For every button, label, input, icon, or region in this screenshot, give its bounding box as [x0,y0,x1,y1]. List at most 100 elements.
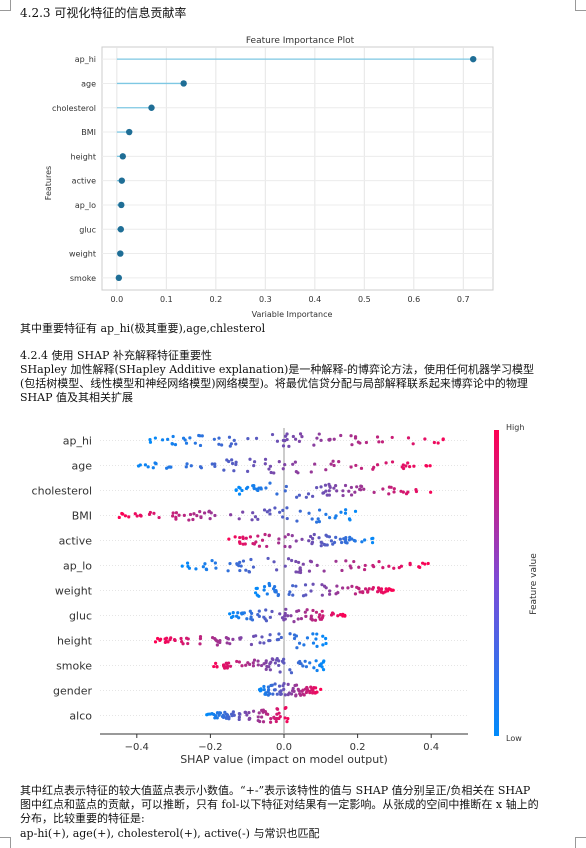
shap-point [296,687,300,691]
shap-x-tick-label: 0.0 [276,742,292,753]
shap-summary-chart: SHAP value (impact on model output) High… [32,423,539,766]
shap-point [418,565,422,569]
shap-point [284,607,288,611]
shap-point [293,460,297,464]
shap-point [324,641,328,646]
shap-point [228,642,232,646]
shap-point [387,492,391,496]
corner-mark-top-left [0,0,11,11]
shap-point [250,518,254,522]
shap-point [281,444,286,448]
importance-point [118,201,125,209]
shap-point [343,511,348,515]
shap-point [311,608,315,613]
shap-point [341,489,345,493]
shap-point [156,636,160,641]
shap-point [277,632,281,636]
shap-point [257,544,262,548]
shap-x-tick-label: 0.2 [350,742,366,753]
shap-point [197,433,201,438]
shap-point [341,586,345,590]
shap-point [275,492,279,496]
shap-point [213,716,217,720]
shap-point [222,468,226,472]
shap-point [327,482,331,486]
shap-point [255,586,259,591]
shap-point [349,485,354,490]
shap-point [195,514,199,518]
shap-point [324,468,328,472]
shap-point [266,712,270,716]
shap-point [290,534,294,538]
shap-point [312,666,316,670]
shap-point [237,660,241,664]
shap-point [252,464,256,468]
shap-feature-label: cholesterol [32,485,92,498]
shap-feature-label: weight [55,585,93,598]
shap-point [319,485,323,489]
shap-point [256,663,260,667]
shap-point [238,541,242,545]
shap-point [292,689,296,693]
shap-point [123,514,128,518]
shap-point [283,693,287,697]
shap-point [191,517,195,522]
shap-point [236,611,240,615]
importance-point [470,55,477,63]
shap-point [321,643,325,647]
shap-point [285,437,289,442]
shap-point [266,693,270,697]
shap-point [383,590,387,594]
shap-point [277,716,281,721]
shap-point [399,564,404,568]
shap-point [291,686,295,691]
shap-point [260,715,264,719]
importance-point [115,274,123,282]
shap-point [283,716,287,720]
shap-point [406,461,410,465]
shap-point [303,610,307,614]
shap-feature-label: alco [69,710,92,723]
shap-point [244,568,248,572]
shap-point [262,641,266,645]
y-tick-label: gluc [79,225,96,234]
shap-point [286,716,290,721]
shap-point [273,682,277,686]
shap-point [237,517,241,521]
shap-point [265,544,269,549]
colorbar-low-label: Low [506,734,522,743]
shap-point [153,640,158,644]
shap-point [297,560,301,565]
shap-point [399,489,403,493]
shap-point [353,436,358,440]
shap-point [315,485,319,490]
shap-point [318,663,322,668]
shap-point [151,466,155,470]
shap-point [313,618,318,622]
shap-point [316,517,320,521]
shap-point [182,513,186,517]
y-tick-label: weight [69,250,96,259]
shap-point [273,688,277,692]
shap-point [230,461,235,466]
shap-point [349,465,353,469]
shap-point [327,493,331,497]
shap-point [380,590,384,594]
y-tick-label: BMI [81,128,96,137]
shap-point [320,583,324,587]
shap-point [308,534,313,539]
shap-point [249,615,253,619]
shap-point [302,643,306,647]
shap-point [248,457,252,461]
shap-point [341,493,345,498]
shap-point [227,715,231,719]
shap-point [262,585,267,589]
shap-point [230,458,234,462]
shap-point [321,491,325,495]
shap-point [250,618,255,622]
shap-point [295,646,299,650]
shap-point [332,486,336,490]
shap-point [262,687,266,692]
shap-point [257,609,261,613]
shap-point [220,443,224,447]
